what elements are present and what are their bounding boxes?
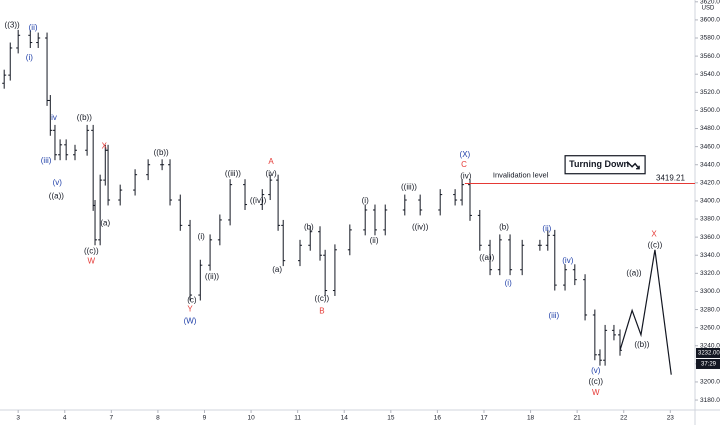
wave-label: ((b)) (154, 148, 169, 157)
wave-label: W (88, 257, 96, 266)
wave-label: ((iv)) (250, 196, 267, 205)
wave-label: ((a)) (626, 268, 641, 277)
wave-label: (ii) (542, 224, 551, 233)
wave-label: C (461, 160, 467, 169)
wave-label: ((c)) (84, 247, 99, 256)
y-tick-label: 3500.00 (700, 107, 720, 114)
countdown-label: 37:29 (701, 362, 717, 368)
x-tick-label: 23 (667, 415, 675, 422)
y-tick-label: 3460.00 (700, 143, 720, 150)
x-tick-label: 21 (574, 415, 582, 422)
wave-label: ((b)) (77, 113, 92, 122)
x-tick-label: 7 (110, 415, 114, 422)
y-tick-label: 3400.00 (700, 198, 720, 205)
wave-label: ((iii)) (401, 182, 417, 191)
wave-label: W (592, 388, 600, 397)
y-tick-label: 3340.00 (700, 252, 720, 259)
x-tick-label: 11 (294, 415, 301, 422)
y-tick-label: 3440.00 (700, 161, 720, 168)
wave-label: (a) (100, 219, 110, 228)
callout-arrow (626, 161, 640, 170)
y-tick-label: 3480.00 (700, 125, 720, 132)
wave-label: (ii) (29, 23, 38, 32)
last-price-label: 3232.00 (698, 351, 720, 357)
wave-label: Y (187, 305, 193, 314)
wave-label: (v) (591, 366, 601, 375)
wave-label: (b) (304, 222, 314, 231)
wave-label: (iv) (460, 172, 471, 181)
wave-label: ((c)) (315, 294, 330, 303)
wave-label: (b) (499, 222, 509, 231)
wave-label: (i) (198, 232, 205, 241)
wave-label: ((c)) (588, 377, 603, 386)
x-tick-label: 8 (156, 415, 160, 422)
x-tick-label: 10 (247, 415, 255, 422)
wave-label: (c) (187, 296, 197, 305)
x-tick-label: 17 (480, 415, 488, 422)
y-tick-label: 3380.00 (700, 216, 720, 223)
projection-line (619, 249, 672, 375)
y-tick-label: 3420.00 (700, 180, 720, 187)
x-tick-label: 15 (387, 415, 395, 422)
price-bars (2, 29, 623, 366)
x-tick-label: 3 (16, 415, 20, 422)
y-tick-label: 3320.00 (700, 270, 720, 277)
y-tick-label: 3260.00 (700, 324, 720, 331)
wave-label: (iii) (549, 311, 560, 320)
wave-label: X (102, 142, 108, 151)
wave-label: ((iii)) (225, 169, 241, 178)
currency: USD (702, 6, 715, 12)
x-tick-label: 4 (63, 415, 67, 422)
y-tick-label: 3560.00 (700, 53, 720, 60)
y-tick-label: 3540.00 (700, 71, 720, 78)
wave-label: (iv) (562, 256, 573, 265)
wave-label: (W) (184, 316, 197, 325)
wave-label: (X) (460, 150, 471, 159)
y-tick-label: 3300.00 (700, 288, 720, 295)
wave-label: ((ii)) (205, 272, 220, 281)
wave-label: ((a)) (479, 253, 494, 262)
wave-label: ((3)) (5, 20, 20, 29)
x-tick-label: 9 (203, 415, 207, 422)
callout-text: Turning Down (569, 159, 629, 169)
x-tick-label: 14 (341, 415, 349, 422)
y-tick-label: 3600.00 (700, 17, 720, 24)
wave-label: (a) (272, 265, 282, 274)
wave-label: (iii) (41, 156, 52, 165)
x-tick-label: 22 (620, 415, 628, 422)
wave-label: (v) (53, 178, 63, 187)
invalidation-label: Invalidation level (493, 171, 549, 180)
x-tick-label: 18 (527, 415, 535, 422)
wave-label: ((a)) (49, 192, 64, 201)
axes: 3180.003200.003220.003240.003260.003280.… (16, 0, 720, 422)
wave-label: iv (51, 113, 57, 122)
countdown-tag (696, 358, 720, 369)
wave-label: (ii) (370, 236, 379, 245)
y-tick-label: 3360.00 (700, 234, 720, 241)
wave-label: (i) (362, 196, 369, 205)
wave-label: ((b)) (634, 340, 649, 349)
y-tick-label: 3180.00 (700, 397, 720, 404)
invalidation-value: 3419.21 (656, 174, 685, 183)
wave-label: B (319, 306, 324, 315)
wave-label: A (268, 157, 274, 166)
wave-label: ((c)) (648, 240, 663, 249)
y-tick-label: 3520.00 (700, 89, 720, 96)
y-tick-label: 3580.00 (700, 35, 720, 42)
y-tick-label: 3280.00 (700, 306, 720, 313)
last-price-tag (696, 347, 720, 358)
wave-label: (i) (505, 278, 512, 287)
callout-box (564, 155, 646, 175)
y-tick-label: 3200.00 (700, 379, 720, 386)
y-tick-label: 3620.00 (700, 0, 720, 6)
wave-label: (iv) (266, 169, 277, 178)
wave-label: ((iv)) (412, 222, 429, 231)
y-tick-label: 3240.00 (700, 342, 720, 349)
wave-label: (i) (26, 53, 33, 62)
wave-label: X (651, 230, 657, 239)
x-tick-label: 16 (434, 415, 442, 422)
